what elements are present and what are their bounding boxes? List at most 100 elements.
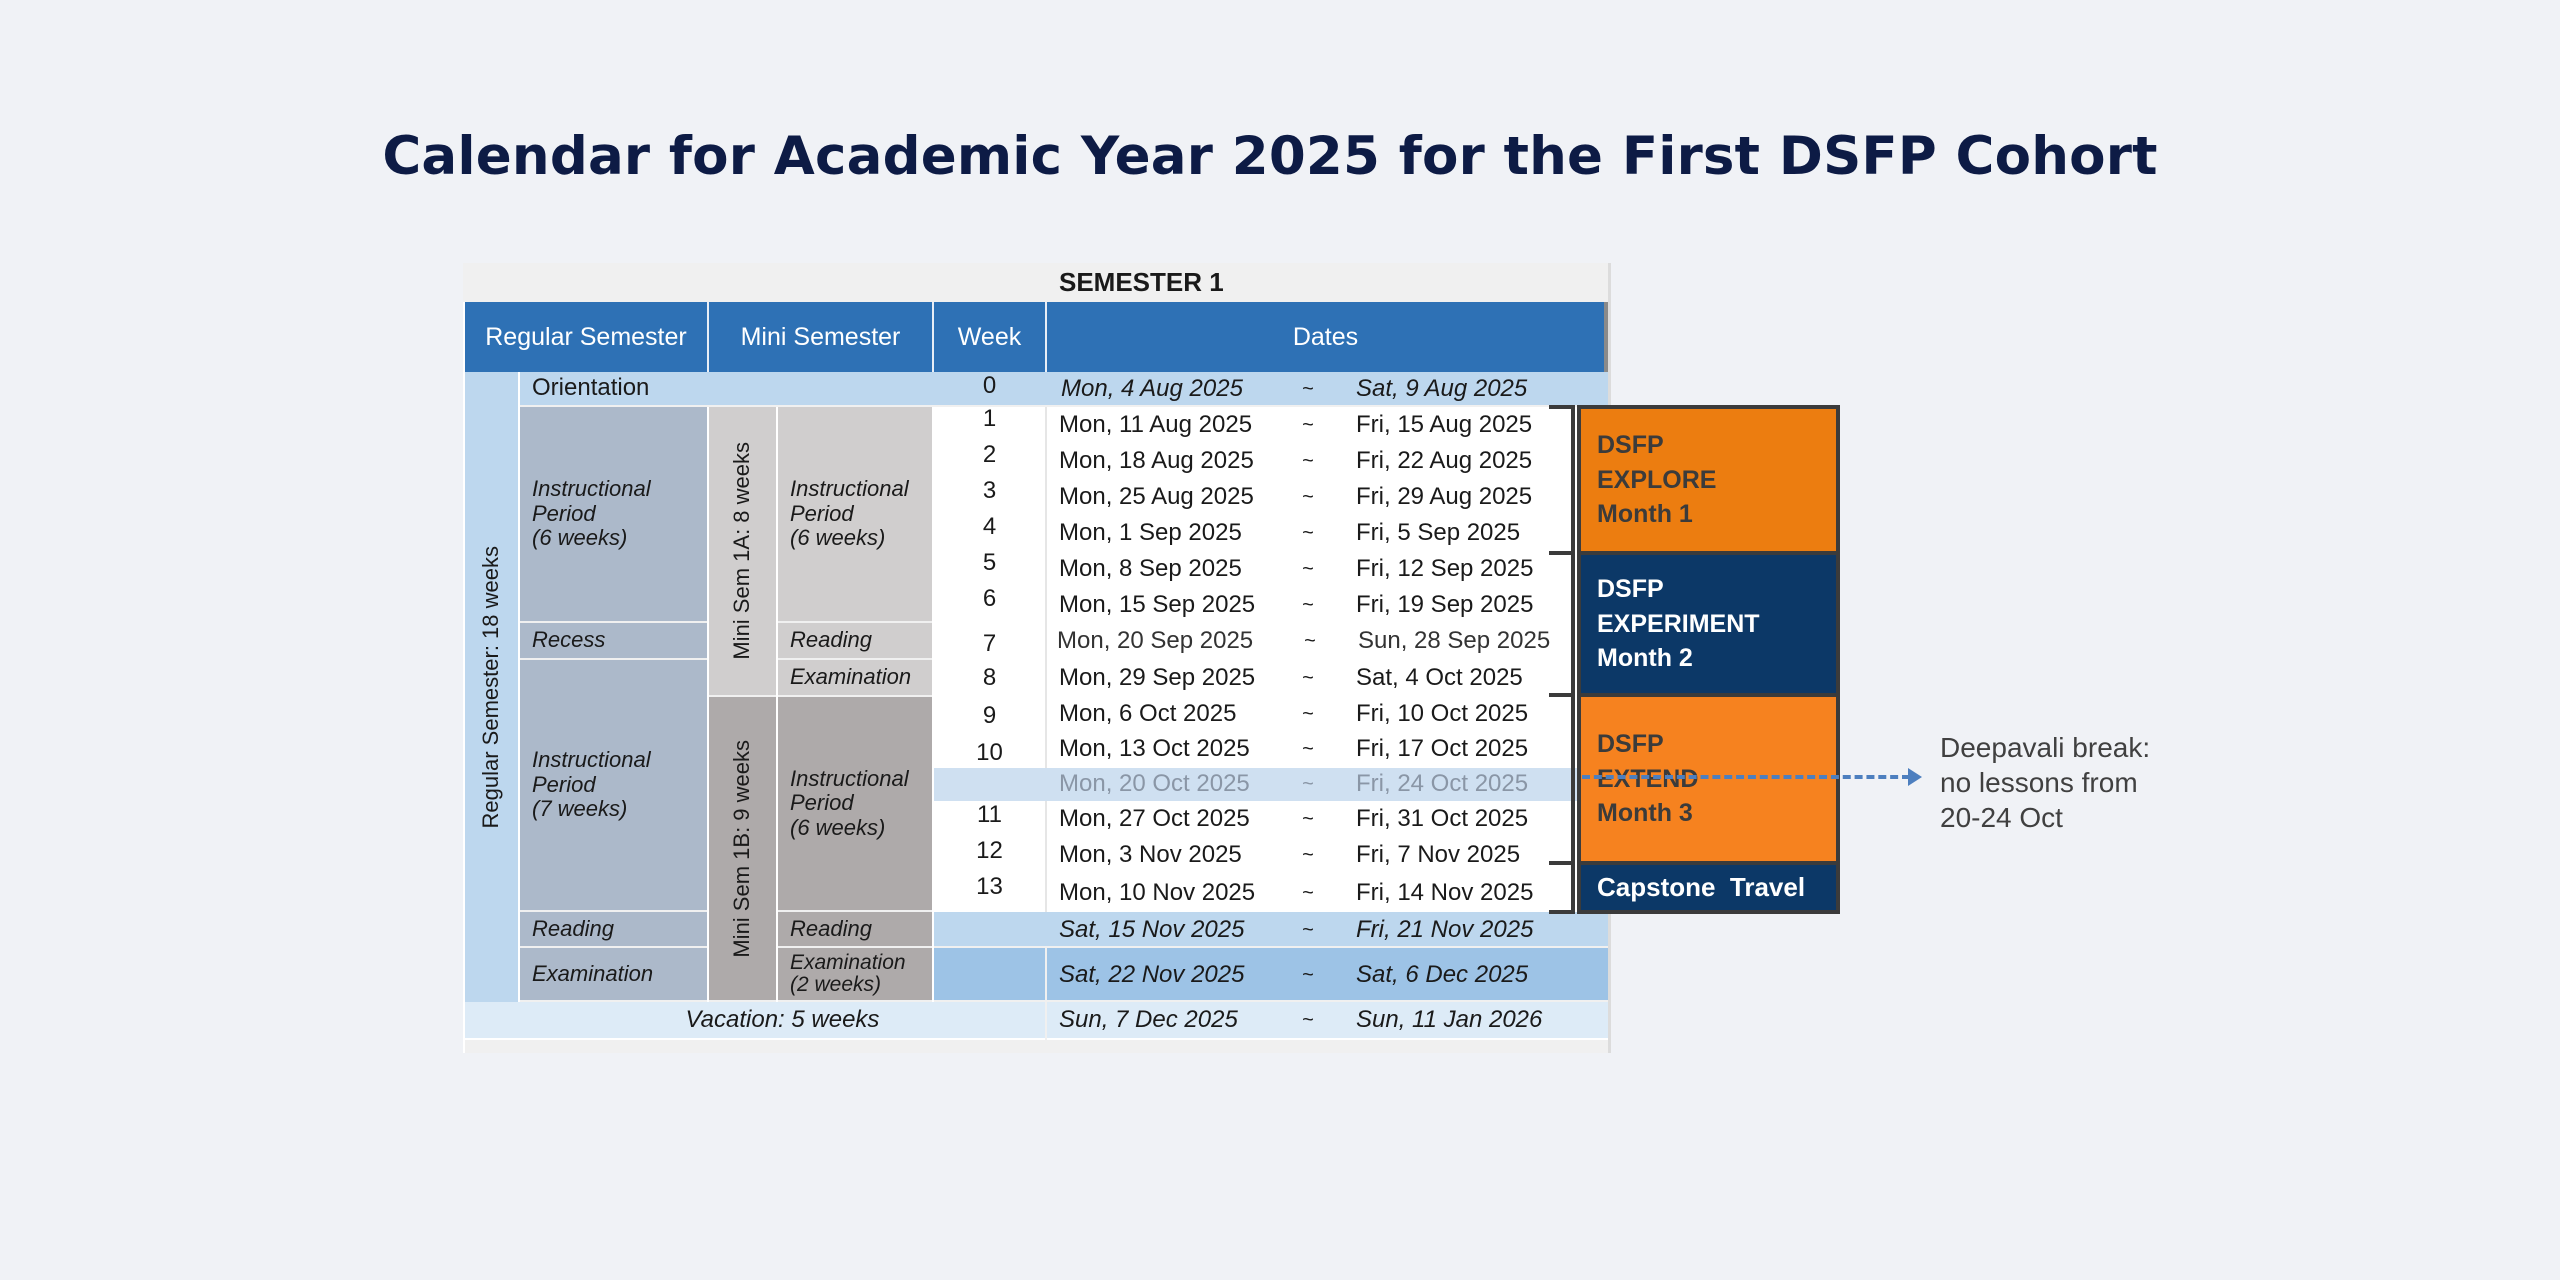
start-date: Mon, 10 Nov 2025	[1059, 878, 1256, 906]
mini-1b-examination: Examination (2 weeks)	[778, 948, 932, 1002]
bracket-month-3	[1549, 693, 1575, 865]
dsfp-extend-block: DSFP EXTEND Month 3	[1577, 693, 1840, 865]
divider	[932, 263, 934, 302]
end-date: Fri, 29 Aug 2025	[1356, 482, 1533, 510]
vacation-row-bg	[465, 1002, 1608, 1038]
mini-sem-1a-span: Mini Sem 1A: 8 weeks	[709, 407, 776, 697]
arrow-right-icon	[1908, 768, 1922, 786]
end-date: Fri, 24 Oct 2025	[1356, 770, 1529, 798]
start-date: Mon, 13 Oct 2025	[1059, 735, 1250, 763]
date-separator: ~	[1302, 413, 1314, 436]
week-number: 8	[982, 664, 997, 692]
mini-sem-1b-label: Mini Sem 1B: 9 weeks	[729, 739, 755, 958]
row-bg-week-0	[934, 372, 1608, 407]
mini-1a-reading: Reading	[778, 623, 932, 660]
end-date: Sat, 6 Dec 2025	[1356, 960, 1529, 988]
week-number: 5	[982, 548, 997, 576]
date-separator: ~	[1302, 773, 1314, 796]
start-date: Sat, 15 Nov 2025	[1059, 915, 1245, 943]
date-separator: ~	[1302, 738, 1314, 761]
mini-1a-instructional-period: Instructional Period (6 weeks)	[778, 407, 932, 623]
date-separator: ~	[1302, 557, 1314, 580]
mini-1b-reading: Reading	[778, 912, 932, 948]
end-date: Fri, 5 Sep 2025	[1356, 518, 1521, 546]
regular-instructional-period-1: Instructional Period (6 weeks)	[520, 407, 707, 623]
end-date: Sun, 28 Sep 2025	[1358, 627, 1551, 655]
week-number: 12	[976, 836, 1003, 864]
dsfp-experiment-block: DSFP EXPERIMENT Month 2	[1577, 551, 1840, 697]
start-date: Mon, 25 Aug 2025	[1059, 482, 1254, 510]
dsfp-explore-block: DSFP EXPLORE Month 1	[1577, 405, 1840, 555]
mini-sem-1a-label: Mini Sem 1A: 8 weeks	[729, 442, 755, 660]
date-separator: ~	[1302, 881, 1314, 904]
end-date: Fri, 7 Nov 2025	[1356, 840, 1521, 868]
end-date: Fri, 14 Nov 2025	[1356, 878, 1534, 906]
start-date: Mon, 1 Sep 2025	[1059, 518, 1242, 546]
regular-semester-span: Regular Semester: 18 weeks	[465, 372, 518, 1002]
date-separator: ~	[1302, 667, 1314, 690]
divider	[1045, 948, 1047, 1000]
start-date: Mon, 18 Aug 2025	[1059, 446, 1254, 474]
divider	[707, 263, 709, 302]
week-number: 7	[982, 630, 997, 658]
bracket-capstone	[1549, 861, 1575, 914]
week-number: 2	[982, 440, 997, 468]
start-date: Mon, 8 Sep 2025	[1059, 554, 1242, 582]
end-date: Fri, 31 Oct 2025	[1356, 804, 1529, 832]
date-separator: ~	[1302, 449, 1314, 472]
end-date: Sat, 4 Oct 2025	[1356, 664, 1523, 692]
week-number: 4	[982, 512, 997, 540]
date-separator: ~	[1302, 918, 1314, 941]
start-date: Mon, 20 Sep 2025	[1057, 627, 1254, 655]
start-date: Mon, 11 Aug 2025	[1059, 410, 1253, 438]
vacation-label: Vacation: 5 weeks	[685, 1005, 880, 1033]
end-date: Sat, 9 Aug 2025	[1356, 375, 1528, 403]
divider	[1045, 263, 1047, 302]
start-date: Sat, 22 Nov 2025	[1059, 960, 1245, 988]
divider	[1045, 407, 1047, 768]
start-date: Mon, 4 Aug 2025	[1061, 375, 1243, 403]
row-bg-reading	[934, 912, 1608, 948]
divider	[1045, 801, 1047, 912]
page-title: Calendar for Academic Year 2025 for the …	[382, 126, 2158, 187]
bracket-month-2	[1549, 551, 1575, 697]
date-separator: ~	[1302, 807, 1314, 830]
end-date: Sun, 11 Jan 2026	[1356, 1005, 1543, 1033]
end-date: Fri, 22 Aug 2025	[1356, 446, 1533, 474]
capstone-travel-block: Capstone Travel	[1577, 861, 1840, 914]
date-separator: ~	[1302, 378, 1314, 401]
week-number: 6	[982, 584, 997, 612]
end-date: Fri, 15 Aug 2025	[1356, 410, 1533, 438]
regular-reading: Reading	[520, 912, 707, 948]
header-dates: Dates	[1047, 302, 1608, 372]
deepavali-note: Deepavali break: no lessons from 20-24 O…	[1940, 732, 2151, 833]
date-separator: ~	[1302, 843, 1314, 866]
week-number: 0	[982, 372, 997, 400]
header-regular-semester: Regular Semester	[465, 302, 709, 372]
regular-semester-span-label: Regular Semester: 18 weeks	[478, 545, 504, 829]
week-number: 11	[977, 800, 1002, 828]
mini-sem-1b-span: Mini Sem 1B: 9 weeks	[709, 697, 776, 1002]
start-date: Mon, 20 Oct 2025	[1059, 770, 1250, 798]
week-number: 3	[982, 476, 997, 504]
deepavali-break-row	[934, 768, 1578, 801]
start-date: Mon, 6 Oct 2025	[1059, 700, 1237, 728]
semester-label: SEMESTER 1	[1059, 266, 1224, 297]
date-separator: ~	[1302, 703, 1314, 726]
header-mini-semester: Mini Semester	[709, 302, 934, 372]
deepavali-arrow-line	[1582, 775, 1910, 779]
end-date: Fri, 12 Sep 2025	[1356, 554, 1534, 582]
regular-examination: Examination	[520, 948, 707, 1002]
mini-1a-examination: Examination	[778, 660, 932, 697]
end-date: Fri, 17 Oct 2025	[1356, 735, 1529, 763]
mini-1b-instructional-period: Instructional Period (6 weeks)	[778, 697, 932, 912]
divider	[518, 263, 520, 302]
bottom-blank-row	[465, 1040, 1608, 1053]
start-date: Mon, 3 Nov 2025	[1059, 840, 1242, 868]
header-week: Week	[934, 302, 1047, 372]
semester-label-row	[463, 263, 1608, 302]
start-date: Mon, 29 Sep 2025	[1059, 664, 1256, 692]
date-separator: ~	[1302, 521, 1314, 544]
regular-recess: Recess	[520, 623, 707, 660]
bracket-month-1	[1549, 405, 1575, 555]
